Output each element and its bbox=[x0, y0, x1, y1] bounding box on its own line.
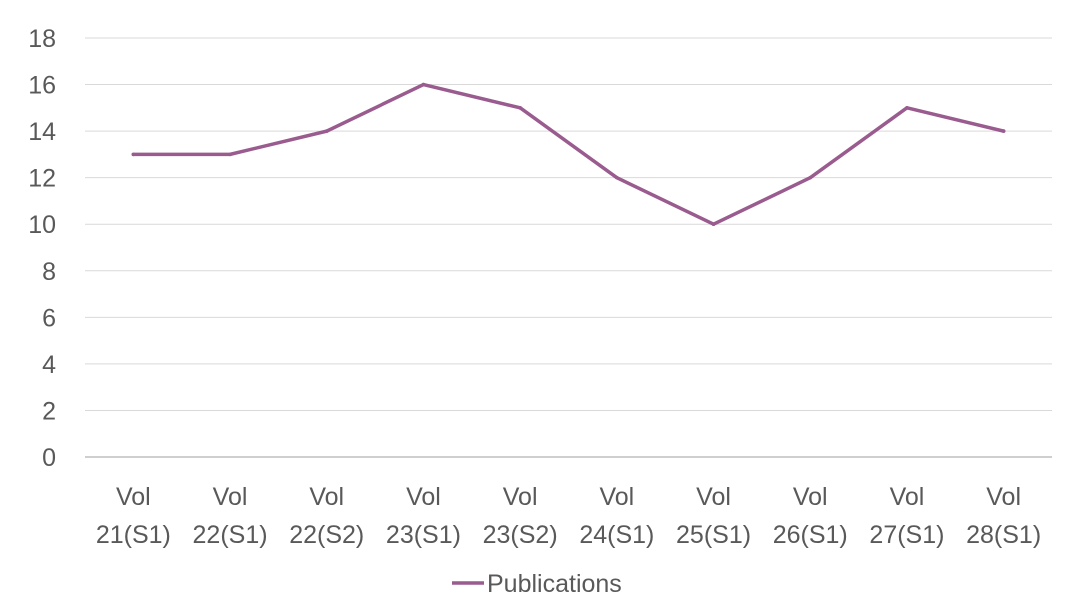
legend-label: Publications bbox=[487, 570, 622, 598]
data-point bbox=[615, 175, 619, 180]
x-tick-label-line: Vol bbox=[890, 483, 925, 511]
series-line-publications bbox=[131, 82, 1006, 226]
x-tick-label: Vol 26(S1) bbox=[773, 483, 848, 549]
data-point bbox=[324, 129, 329, 133]
y-tick-label: 6 bbox=[42, 304, 56, 332]
x-tick-label-line: 21(S1) bbox=[96, 521, 171, 549]
data-point bbox=[228, 152, 232, 157]
x-tick-label: Vol 28(S1) bbox=[966, 483, 1041, 549]
x-tick-label-line: Vol bbox=[116, 483, 151, 511]
x-tick-label-line: Vol bbox=[406, 483, 441, 511]
x-tick-label: Vol 25(S1) bbox=[676, 483, 751, 549]
x-tick-label-line: 24(S1) bbox=[579, 521, 654, 549]
y-tick-label: 0 bbox=[42, 444, 56, 472]
data-point bbox=[131, 152, 136, 157]
data-point bbox=[711, 222, 716, 227]
y-axis: 0 2 4 6 8 10 12 14 16 18 bbox=[28, 25, 56, 472]
y-tick-label: 12 bbox=[28, 165, 56, 193]
x-tick-label-line: Vol bbox=[793, 483, 828, 511]
y-tick-label: 2 bbox=[42, 397, 56, 425]
x-tick-label: Vol 23(S2) bbox=[483, 483, 558, 549]
x-tick-label-line: 27(S1) bbox=[869, 521, 944, 549]
x-tick-label-line: Vol bbox=[599, 483, 634, 511]
series-points bbox=[131, 82, 1006, 227]
data-point bbox=[1001, 129, 1006, 133]
x-tick-label-line: 26(S1) bbox=[773, 521, 848, 549]
x-tick-label-line: Vol bbox=[309, 483, 344, 511]
x-tick-label-line: Vol bbox=[986, 483, 1021, 511]
x-tick-label-line: 28(S1) bbox=[966, 521, 1041, 549]
x-tick-label-line: 23(S2) bbox=[483, 521, 558, 549]
y-tick-label: 10 bbox=[28, 211, 56, 239]
x-tick-label-line: 25(S1) bbox=[676, 521, 751, 549]
data-point bbox=[905, 106, 909, 110]
x-tick-label: Vol 21(S1) bbox=[96, 483, 171, 549]
data-point bbox=[518, 106, 522, 110]
x-tick-label: Vol 27(S1) bbox=[869, 483, 944, 549]
y-tick-label: 16 bbox=[28, 72, 56, 100]
y-tick-label: 8 bbox=[42, 258, 56, 286]
x-tick-label: Vol 24(S1) bbox=[579, 483, 654, 549]
y-tick-label: 14 bbox=[28, 118, 56, 146]
x-tick-label-line: Vol bbox=[696, 483, 731, 511]
x-tick-label: Vol 22(S1) bbox=[193, 483, 268, 549]
x-tick-label: Vol 22(S2) bbox=[289, 483, 364, 549]
gridlines bbox=[85, 37, 1052, 411]
x-tick-label-line: 22(S2) bbox=[289, 521, 364, 549]
x-tick-label-line: 23(S1) bbox=[386, 521, 461, 549]
x-tick-label-line: Vol bbox=[503, 483, 538, 511]
legend: Publications bbox=[452, 570, 622, 598]
y-tick-label: 18 bbox=[28, 25, 56, 53]
x-tick-label-line: 22(S1) bbox=[193, 521, 268, 549]
data-point bbox=[808, 175, 813, 180]
y-tick-label: 4 bbox=[42, 351, 56, 379]
x-tick-label: Vol 23(S1) bbox=[386, 483, 461, 549]
data-point bbox=[421, 82, 426, 87]
x-tick-label-line: Vol bbox=[213, 483, 248, 511]
x-axis: Vol 21(S1) Vol 22(S1) Vol 22(S2) Vol 23(S1) Vol 2… bbox=[96, 483, 1041, 549]
